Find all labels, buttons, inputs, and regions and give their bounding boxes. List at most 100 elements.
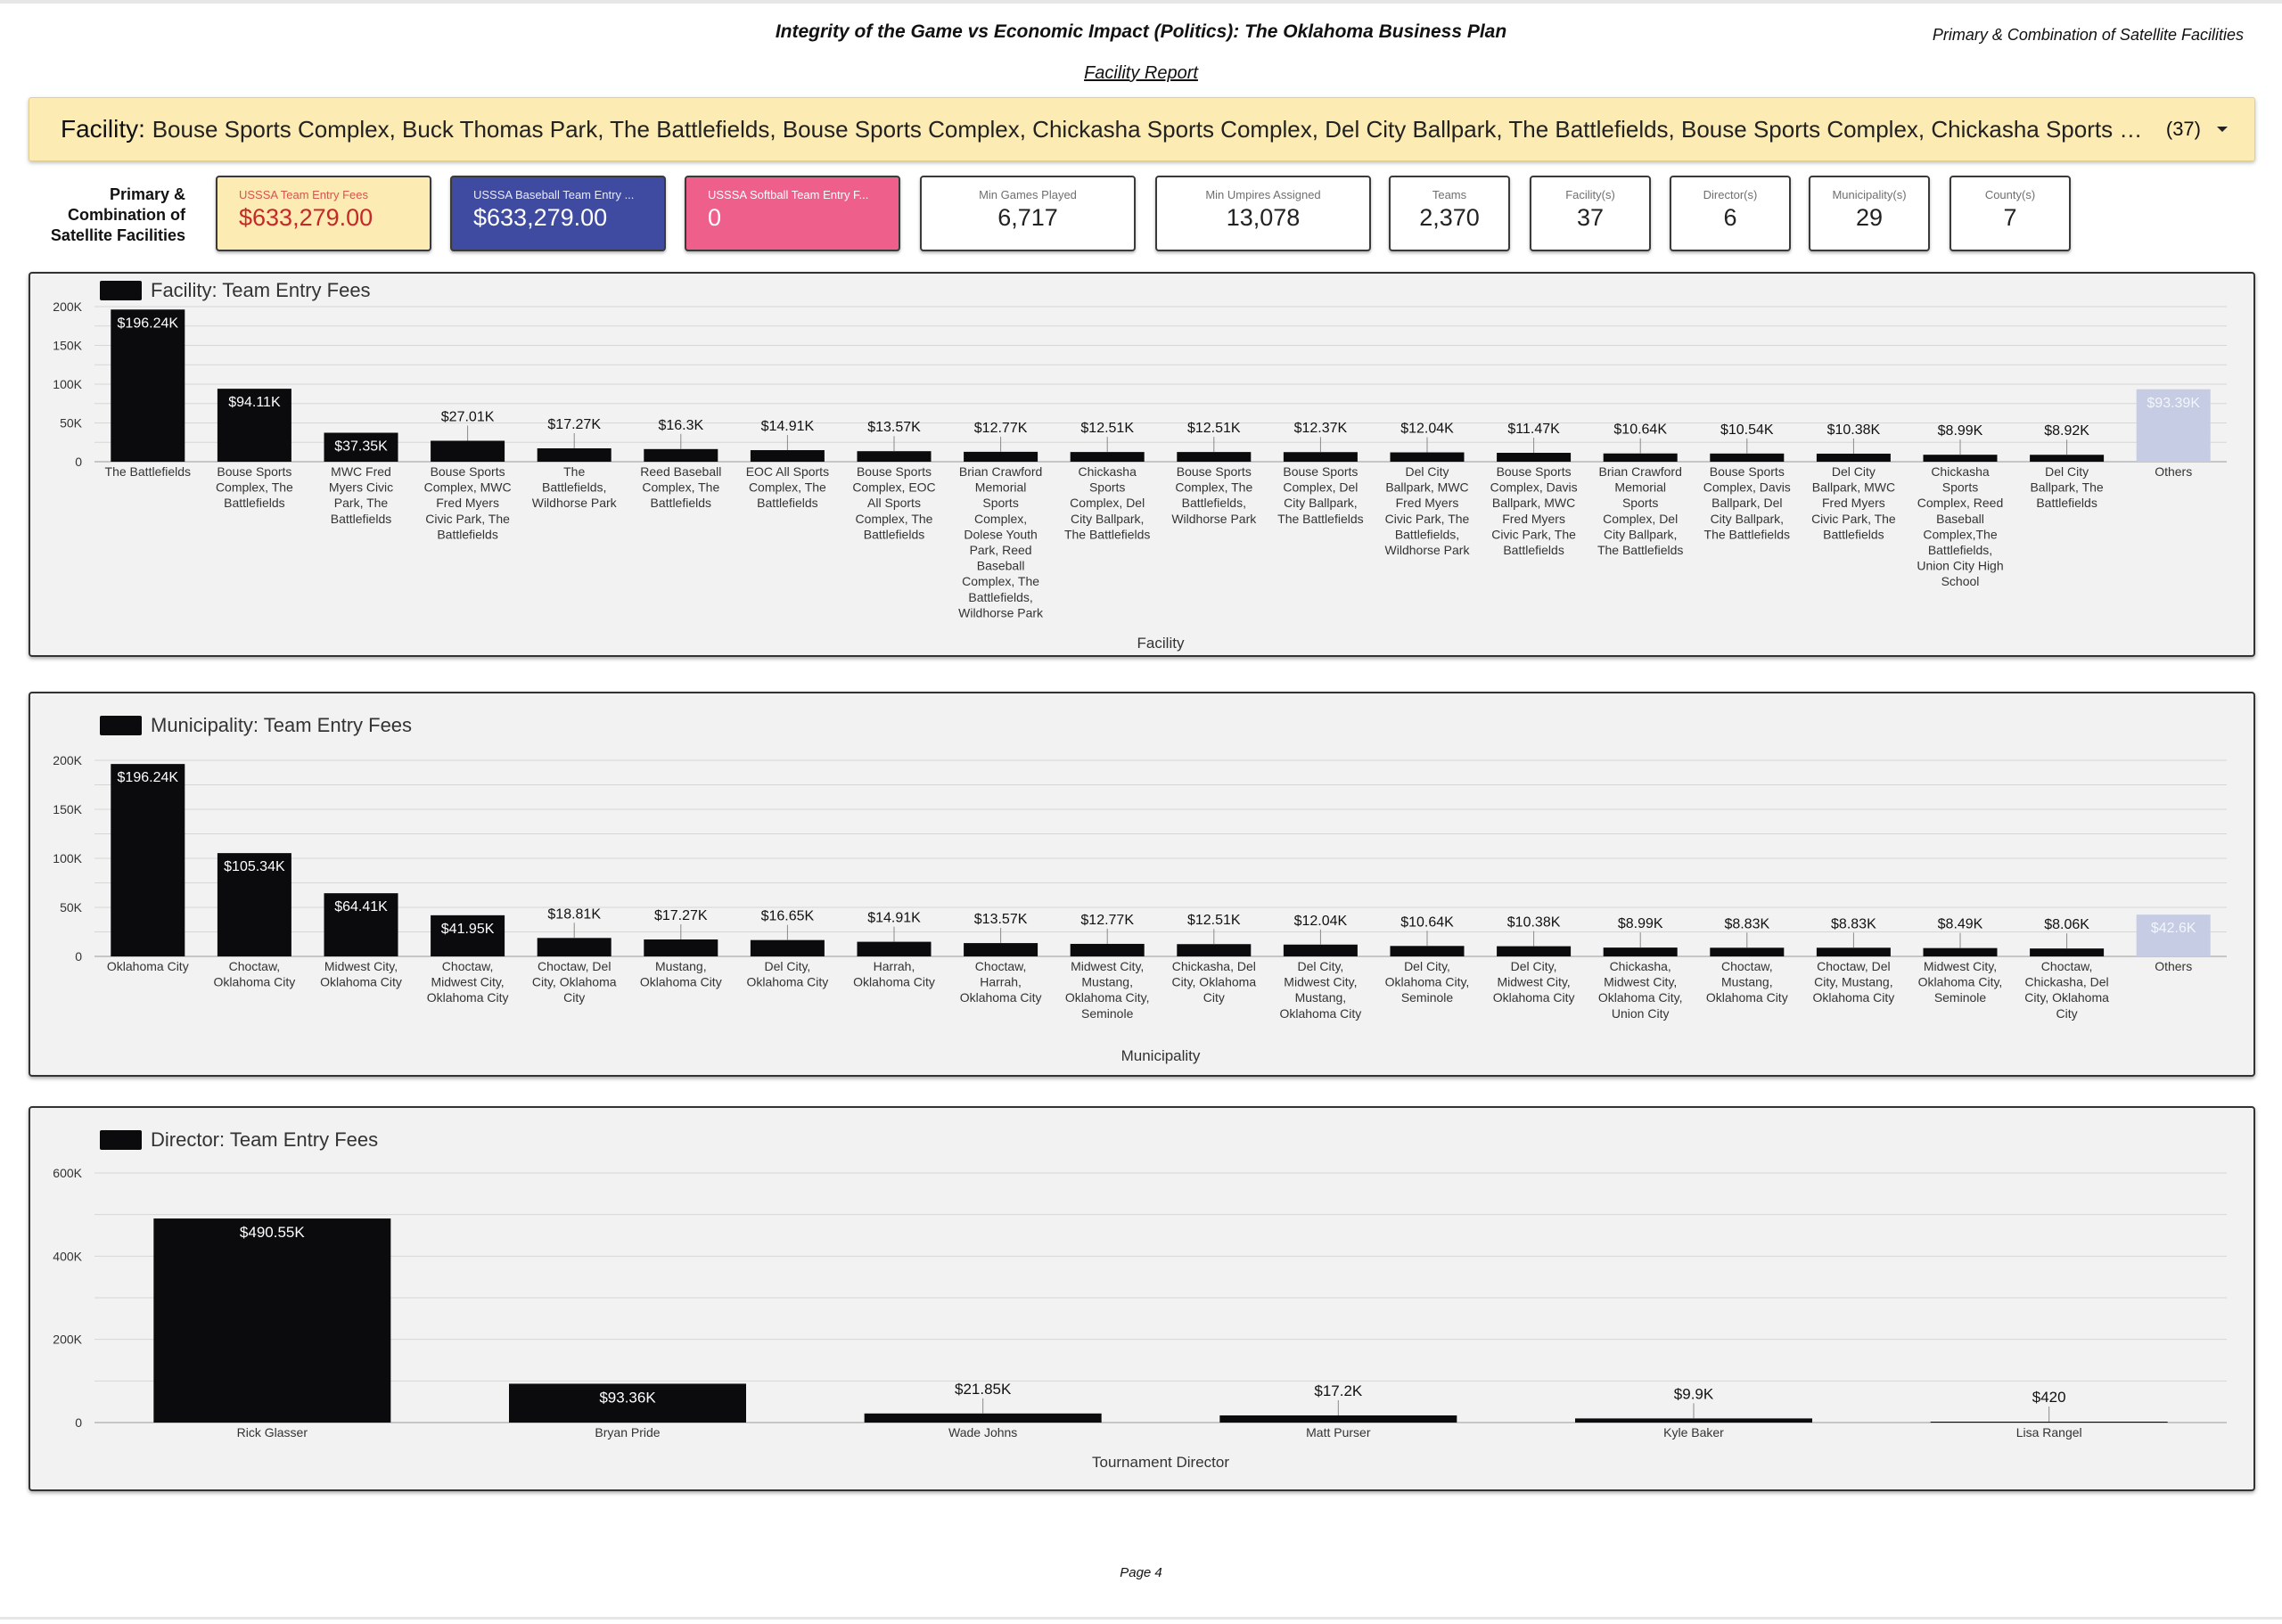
x-tick-label: Del City (2045, 464, 2089, 479)
kpi-label: USSSA Baseball Team Entry ... (473, 188, 635, 201)
kpi-value: 6,717 (997, 204, 1058, 231)
x-tick-label: Ballpark, MWC (1812, 480, 1895, 495)
x-tick-label: Choctaw, (975, 959, 1027, 973)
kpi-card[interactable]: Director(s) 6 (1670, 176, 1791, 251)
data-label: $12.51K (1187, 913, 1241, 928)
x-tick-label: Battlefields (864, 527, 924, 541)
kpi-value: $633,279.00 (239, 204, 373, 231)
kpi-card[interactable]: Teams 2,370 (1389, 176, 1510, 251)
data-label: $8.99K (1938, 423, 1983, 439)
data-label: $37.35K (334, 439, 388, 455)
bar (1219, 1415, 1457, 1423)
x-tick-label: Civic Park, The (425, 512, 510, 526)
x-tick-label: Seminole (1934, 990, 1987, 1005)
kpi-card[interactable]: USSSA Team Entry Fees $633,279.00 (216, 176, 431, 251)
kpi-card[interactable]: County(s) 7 (1950, 176, 2071, 251)
data-label: $8.83K (1724, 916, 1769, 931)
kpi-card[interactable]: USSSA Softball Team Entry F... 0 (685, 176, 900, 251)
legend-swatch (100, 716, 142, 735)
x-tick-label: Bouse Sports (1177, 464, 1252, 479)
x-tick-label: Choctaw, Del (538, 959, 611, 973)
x-tick-label: Choctaw, (442, 959, 494, 973)
x-tick-label: Battlefields (437, 527, 497, 541)
x-tick-label: Battlefields (331, 512, 391, 526)
data-label: $16.65K (761, 909, 815, 924)
x-tick-label: Battlefields, (542, 480, 606, 495)
bar (1816, 453, 1891, 462)
x-tick-label: Civic Park, The (1491, 527, 1576, 541)
data-label: $12.51K (1187, 421, 1241, 436)
x-tick-label: Civic Park, The (1385, 512, 1470, 526)
data-label: $196.24K (118, 770, 179, 785)
y-tick-label: 600K (53, 1166, 82, 1180)
kpi-card[interactable]: Min Umpires Assigned 13,078 (1155, 176, 1371, 251)
y-tick-label: 0 (75, 1415, 82, 1430)
x-tick-label: City Ballpark, (1711, 512, 1784, 526)
x-tick-label: Oklahoma City, (1598, 990, 1683, 1005)
x-tick-label: Ballpark, The (2030, 480, 2103, 495)
bar (1603, 453, 1678, 462)
x-tick-label: Battlefields (651, 496, 711, 510)
bar (1930, 1422, 2168, 1423)
x-tick-label: Bouse Sports (1710, 464, 1785, 479)
kpi-label: Municipality(s) (1832, 188, 1907, 201)
kpi-label: Min Umpires Assigned (1205, 188, 1321, 201)
x-tick-label: Complex, Davis (1490, 480, 1578, 495)
kpi-value: 13,078 (1226, 204, 1301, 231)
x-tick-label: Chickasha, Del (1172, 959, 1256, 973)
x-tick-label: Del City (1405, 464, 1449, 479)
facility-filter-label: Facility: (61, 115, 145, 143)
data-label: $12.77K (1080, 913, 1134, 928)
kpi-value: 6 (1723, 204, 1737, 231)
x-tick-label: City Ballpark, (1284, 496, 1357, 510)
x-tick-label: Mustang, (1081, 975, 1133, 989)
data-label: $94.11K (228, 395, 281, 410)
bar (1070, 452, 1145, 462)
kpi-card[interactable]: Min Games Played 6,717 (920, 176, 1136, 251)
report-scope-label: Primary & Combination of Satellite Facil… (1932, 26, 2244, 44)
x-tick-label: Fred Myers (1822, 496, 1885, 510)
facility-filter-dropdown[interactable]: Facility: Bouse Sports Complex, Buck Tho… (29, 97, 2255, 161)
legend-label: Director: Team Entry Fees (151, 1128, 378, 1151)
director-chart-panel: 0 200K 400K 600K Director: Team Entry Fees $4… (29, 1106, 2255, 1491)
bar (1497, 946, 1572, 956)
report-title: Integrity of the Game vs Economic Impact… (775, 21, 1507, 42)
x-tick-label: Oklahoma City (1812, 990, 1894, 1005)
bar (1283, 944, 1358, 956)
x-tick-label: Battlefields, (1928, 543, 1992, 557)
x-tick-label: Oklahoma City (746, 975, 828, 989)
x-tick-label: Oklahoma City, (1065, 990, 1150, 1005)
y-tick-label: 150K (53, 339, 82, 353)
kpi-card[interactable]: Municipality(s) 29 (1809, 176, 1930, 251)
x-tick-label: Dolese Youth (964, 527, 1038, 541)
x-tick-label: Complex, MWC (424, 480, 512, 495)
x-tick-label: Lisa Rangel (2016, 1425, 2082, 1439)
facility-filter-values: Bouse Sports Complex, Buck Thomas Park, … (152, 115, 2157, 143)
legend-swatch (100, 281, 142, 300)
x-tick-label: Choctaw, (1721, 959, 1773, 973)
bar (217, 389, 291, 462)
bar (857, 451, 932, 462)
kpi-card[interactable]: USSSA Baseball Team Entry ... $633,279.00 (450, 176, 666, 251)
data-label: $13.57K (974, 912, 1028, 927)
bar (153, 1218, 391, 1423)
x-tick-label: Others (2155, 959, 2192, 973)
chevron-down-icon[interactable] (2217, 127, 2228, 132)
x-tick-label: Complex, Reed (1917, 496, 2004, 510)
data-label: $10.64K (1613, 422, 1667, 438)
report-subtitle[interactable]: Facility Report (1084, 63, 1198, 83)
x-tick-label: Battlefields (757, 496, 817, 510)
x-tick-label: Battlefields, (1182, 496, 1246, 510)
y-tick-label: 200K (53, 753, 82, 767)
bar (1575, 1418, 1812, 1423)
x-tick-label: MWC Fred (331, 464, 391, 479)
x-tick-label: City (563, 990, 585, 1005)
data-label: $14.91K (761, 419, 815, 434)
x-tick-label: Seminole (1081, 1006, 1134, 1021)
bar (1603, 947, 1678, 956)
x-tick-label: Choctaw, (2041, 959, 2093, 973)
x-tick-label: Union City (1612, 1006, 1670, 1021)
x-tick-label: Complex, Del (1070, 496, 1145, 510)
kpi-card[interactable]: Facility(s) 37 (1530, 176, 1651, 251)
bar (1177, 452, 1252, 462)
